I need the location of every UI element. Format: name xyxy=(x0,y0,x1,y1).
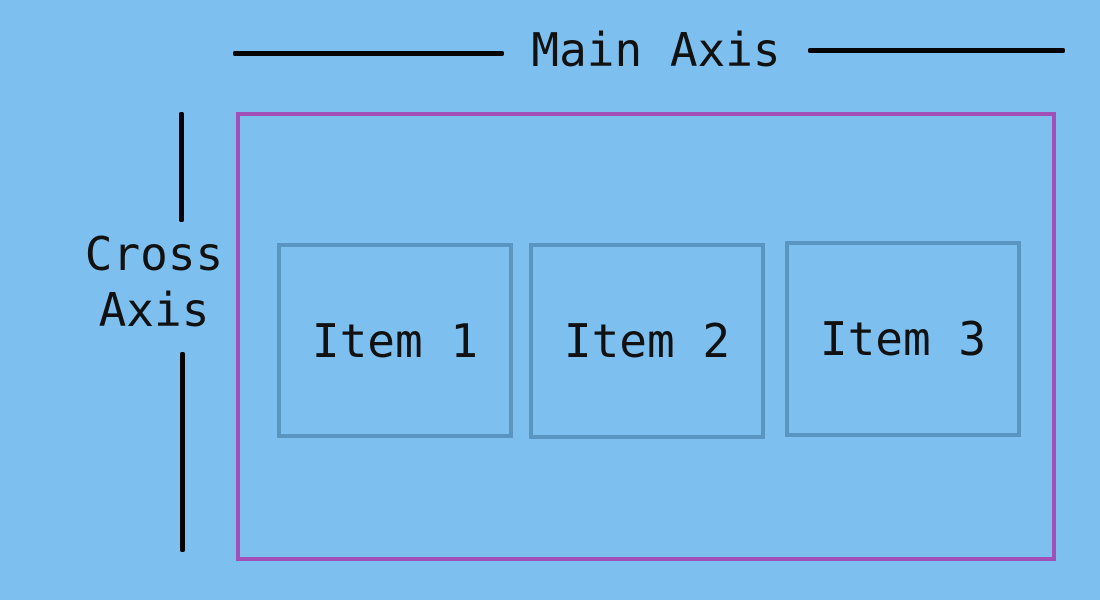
main-axis-label: Main Axis xyxy=(531,23,781,77)
flex-item-3-label: Item 3 xyxy=(819,312,987,366)
flex-item-3: Item 3 xyxy=(785,241,1021,437)
cross-axis-label-line2: Axis xyxy=(98,283,210,337)
cross-axis-line-bottom xyxy=(180,352,185,552)
main-axis-line-left xyxy=(233,51,504,56)
cross-axis-label-line1: Cross xyxy=(84,227,224,281)
cross-axis-line-top xyxy=(179,112,184,222)
flex-item-2: Item 2 xyxy=(529,243,765,439)
flex-item-1: Item 1 xyxy=(277,243,513,438)
cross-axis-label: Cross Axis xyxy=(74,226,234,338)
flex-container xyxy=(236,112,1056,561)
main-axis-line-right xyxy=(808,48,1065,53)
flex-item-1-label: Item 1 xyxy=(311,313,479,368)
flex-item-2-label: Item 2 xyxy=(563,314,731,368)
